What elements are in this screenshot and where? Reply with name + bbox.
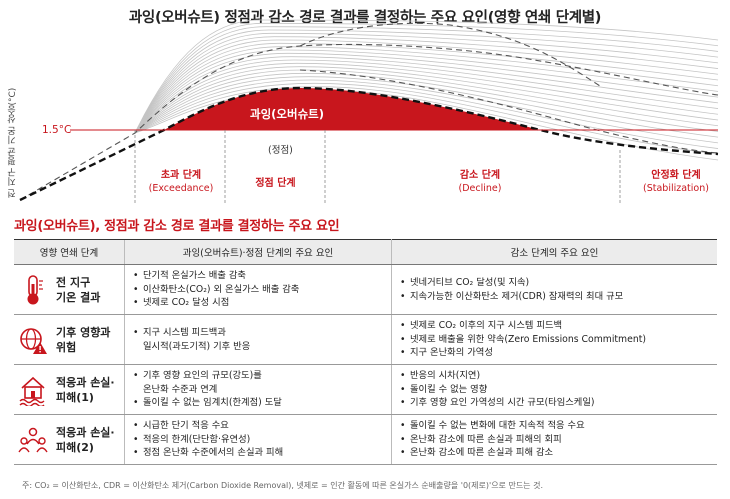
list-item: 넷네거티브 CO₂ 달성(및 지속) (400, 276, 713, 290)
fan-pathway (134, 52, 719, 134)
row-label: 전 지구 기온 결과 (56, 275, 101, 304)
dashed-pathway-upper (19, 43, 719, 201)
fan-pathway (134, 26, 719, 134)
fan-pathway (134, 79, 719, 144)
section-title: 과잉(오버슈트), 정점과 감소 경로 결과를 결정하는 주요 요인 (14, 219, 340, 234)
phase-decline: 감소 단계 (Decline) (420, 166, 540, 194)
list-item: 기후 영향 요인의 규모(강도)를 온난화 수준과 연계 (133, 369, 387, 396)
list-item: 지구 온난화의 가역성 (400, 346, 713, 360)
overshoot-label: 과잉(오버슈트) (250, 107, 324, 121)
fan-pathway (134, 59, 719, 134)
table-row: 적응과 손실· 피해(1) 기후 영향 요인의 규모(강도)를 온난화 수준과 … (14, 364, 717, 415)
list-item: 온난화 감소에 따른 손실과 피해 감소 (400, 446, 713, 460)
list-item: 돌이킬 수 없는 임계치(한계점) 도달 (133, 396, 387, 410)
fan-pathway (134, 42, 719, 134)
phase-label-en: (Decline) (458, 183, 502, 194)
fan-pathway (134, 56, 719, 134)
fan-pathway (134, 36, 719, 134)
list-item: 시급한 단기 적응 수요 (133, 419, 387, 433)
fan-pathway (134, 62, 719, 134)
y-axis-label: 전 지구 평균 기온 상승(°C) (8, 87, 18, 198)
phase-label-en: (Stabilization) (643, 183, 709, 194)
fan-pathway (134, 39, 719, 134)
table-row: 전 지구 기온 결과 단기적 온실가스 배출 감축 이산화탄소(CO₂) 외 온… (14, 264, 717, 315)
fan-pathway (134, 86, 719, 155)
phase-label: 정점 단계 (255, 178, 296, 189)
fan-pathway (134, 29, 719, 134)
pathway-fan (134, 19, 719, 161)
fan-pathway (134, 46, 719, 134)
fan-pathway (134, 82, 719, 149)
list-item: 넷제로 배출을 위한 약속(Zero Emissions Commitment) (400, 333, 713, 347)
fan-pathway (134, 22, 719, 134)
list-item: 반응의 시차(지연) (400, 369, 713, 383)
header-overshoot: 과잉(오버슈트)·정점 단계의 주요 요인 (124, 239, 392, 265)
row-label: 적응과 손실· 피해(1) (56, 375, 115, 404)
fan-pathway (134, 72, 719, 134)
table-row: 적응과 손실· 피해(2) 시급한 단기 적응 수요 적응의 한계(단단함·유연… (14, 414, 717, 465)
fan-pathway (134, 32, 719, 134)
threshold-label: 1.5°C (42, 124, 72, 136)
list-item: 지구 시스템 피드백과 일시적(과도기적) 기후 반응 (133, 326, 387, 353)
fan-pathway (134, 66, 719, 134)
phase-label-en: (Exceedance) (148, 183, 214, 194)
globe-warning-icon (20, 327, 47, 354)
header-stage: 영향 연쇄 단계 (14, 239, 125, 265)
phase-peak: 정점 단계 (228, 174, 323, 189)
fan-pathway (134, 76, 719, 138)
people-network-icon (18, 427, 48, 452)
list-item: 온난화 감소에 따른 손실과 피해의 회피 (400, 433, 713, 447)
list-item: 돌이킬 수 없는 변화에 대한 지속적 적응 수요 (400, 419, 713, 433)
fan-pathway (134, 49, 719, 134)
list-item: 지속가능한 이산화탄소 제거(CDR) 잠재력의 최대 규모 (400, 290, 713, 304)
main-pathway (19, 86, 719, 202)
phase-label: 감소 단계 (459, 170, 501, 181)
table-header-row: 영향 연쇄 단계 과잉(오버슈트)·정점 단계의 주요 요인 감소 단계의 주요… (14, 239, 717, 265)
footnote: 주: CO₂ = 이산화탄소, CDR = 이산화탄소 제거(Carbon Di… (22, 481, 543, 490)
phase-exceedance: 초과 단계 (Exceedance) (138, 166, 224, 194)
list-item: 이산화탄소(CO₂) 외 온실가스 배출 감축 (133, 283, 387, 297)
thermometer-icon (27, 274, 43, 304)
fan-pathway (134, 19, 719, 134)
overshoot-diagram (19, 19, 719, 205)
table-row: 기후 영향과 위험 지구 시스템 피드백과 일시적(과도기적) 기후 반응 넷제… (14, 314, 717, 365)
row-label: 기후 영향과 위험 (56, 325, 111, 354)
dashed-pathway-high (299, 22, 601, 87)
row-label: 적응과 손실· 피해(2) (56, 425, 115, 454)
header-decline: 감소 단계의 주요 요인 (391, 239, 717, 265)
list-item: 적응의 한계(단단함·유연성) (133, 433, 387, 447)
list-item: 돌이킬 수 없는 영향 (400, 383, 713, 397)
phase-label: 초과 단계 (160, 170, 202, 181)
list-item: 넷제로 CO₂ 달성 시점 (133, 296, 387, 310)
list-item: 단기적 온실가스 배출 감축 (133, 269, 387, 283)
list-item: 넷제로 CO₂ 이후의 지구 시스템 피드백 (400, 319, 713, 333)
phase-stabilization: 안정화 단계 (Stabilization) (628, 166, 724, 194)
list-item: 정점 온난화 수준에서의 손실과 피해 (133, 446, 387, 460)
overshoot-area (164, 88, 540, 130)
fan-pathway (134, 69, 719, 134)
list-item: 기후 영향 요인 가역성의 시간 규모(타임스케일) (400, 396, 713, 410)
phase-label: 안정화 단계 (651, 170, 701, 181)
page-title: 과잉(오버슈트) 정점과 감소 경로 결과를 결정하는 주요 요인(영향 연쇄 … (128, 10, 602, 26)
factors-table: 영향 연쇄 단계 과잉(오버슈트)·정점 단계의 주요 요인 감소 단계의 주요… (14, 239, 717, 465)
peak-label: (정점) (268, 145, 293, 156)
flooded-house-icon (19, 376, 45, 406)
dashed-pathway-middle (299, 69, 719, 154)
